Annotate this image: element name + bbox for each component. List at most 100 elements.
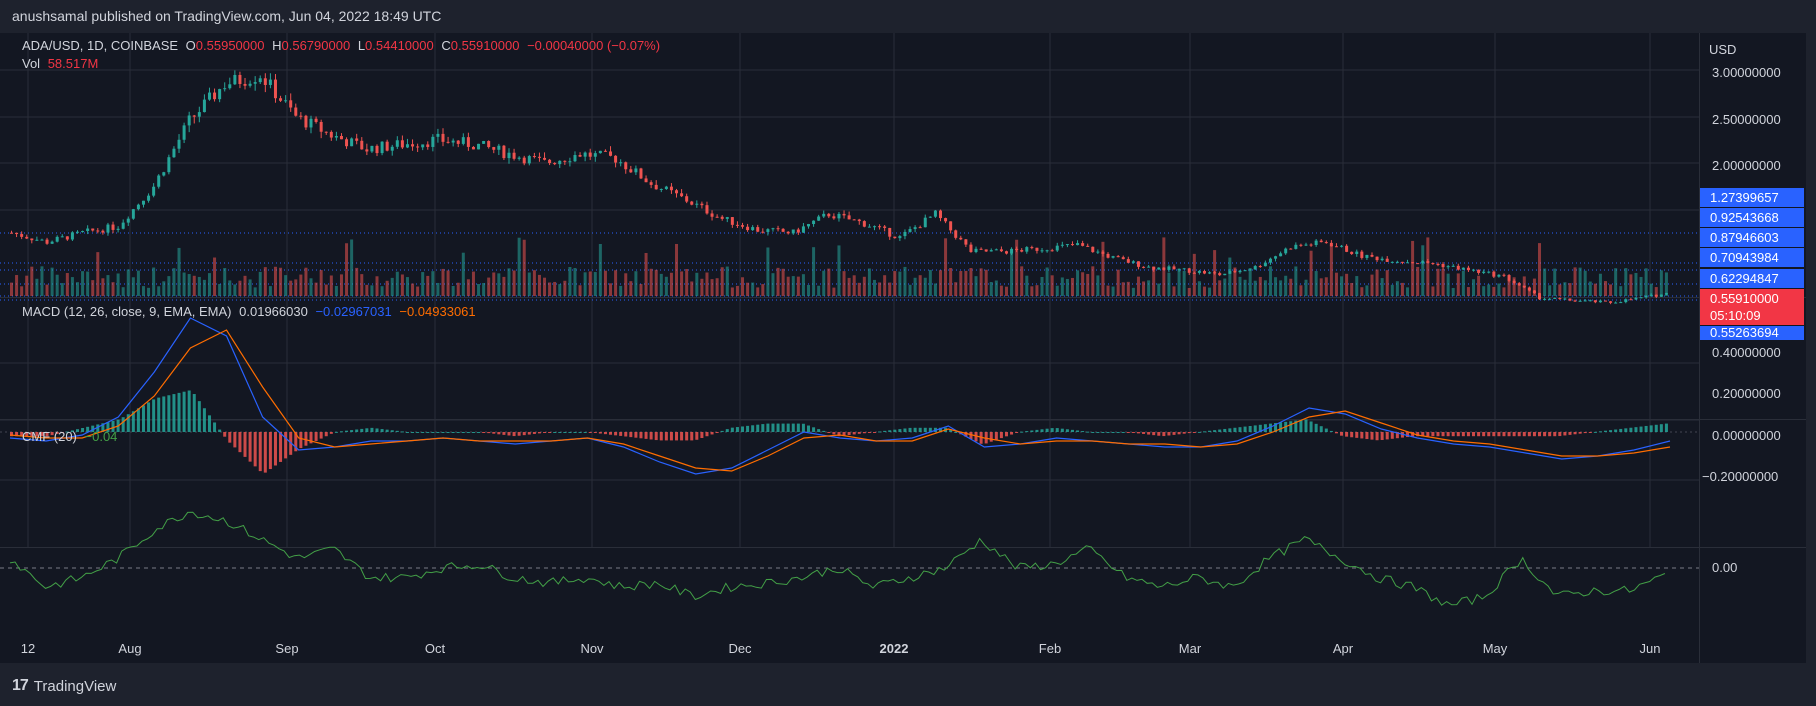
candle-body xyxy=(1639,297,1643,299)
volume-bar xyxy=(1375,269,1379,296)
volume-bar xyxy=(1218,280,1222,296)
candle-body xyxy=(598,150,602,154)
price-tick: 3.00000000 xyxy=(1712,65,1781,80)
candle-body xyxy=(91,228,95,231)
macd-histogram-bar xyxy=(45,432,49,437)
macd-histogram-bar xyxy=(1060,428,1064,432)
volume-bar xyxy=(842,271,846,296)
candle-body xyxy=(1390,261,1394,263)
candle-body xyxy=(1395,261,1399,263)
open-label: O xyxy=(185,38,196,53)
candle-body xyxy=(1329,242,1333,247)
candle-body xyxy=(812,220,816,225)
volume-bar xyxy=(60,283,64,296)
candle-body xyxy=(1416,263,1420,265)
candle-body xyxy=(243,83,247,86)
volume-bar xyxy=(167,276,171,296)
macd-histogram-bar xyxy=(1629,427,1633,432)
candle-body xyxy=(710,213,714,217)
macd-histogram-bar xyxy=(872,432,876,433)
macd-histogram-bar xyxy=(690,432,694,441)
volume-bar xyxy=(152,267,156,296)
candle-body xyxy=(548,159,552,164)
level-tag: 0.70943984 xyxy=(1700,248,1804,267)
candle-body xyxy=(730,217,734,225)
pane-divider-macd[interactable] xyxy=(0,297,1806,298)
volume-bar xyxy=(400,274,404,296)
candle-body xyxy=(1157,267,1161,270)
macd-histogram-bar xyxy=(553,432,557,433)
candle-body xyxy=(781,228,785,232)
volume-bar xyxy=(461,252,465,296)
macd-histogram-bar xyxy=(913,427,917,432)
macd-histogram-bar xyxy=(1375,432,1379,441)
macd-histogram-bar xyxy=(928,427,932,432)
volume-bar xyxy=(568,267,572,296)
candle-body xyxy=(624,162,628,170)
footer-brand[interactable]: 17 TradingView xyxy=(12,677,116,695)
candle-body xyxy=(1121,257,1125,260)
candle-body xyxy=(350,138,354,147)
macd-histogram-bar xyxy=(1172,432,1176,435)
candle-body xyxy=(86,228,90,232)
macd-histogram-bar xyxy=(121,417,125,432)
candle-body xyxy=(15,232,19,235)
macd-label[interactable]: MACD (12, 26, close, 9, EMA, EMA) xyxy=(22,304,232,319)
time-axis-label: Apr xyxy=(1332,641,1354,656)
candle-body xyxy=(202,99,206,113)
candle-body xyxy=(1619,302,1623,304)
volume-bar xyxy=(771,273,775,296)
volume-bar xyxy=(746,282,750,296)
volume-bar xyxy=(1025,275,1029,296)
candle-body xyxy=(1142,266,1146,268)
macd-histogram-bar xyxy=(1101,432,1105,433)
volume-bar xyxy=(345,243,349,296)
volume-bar xyxy=(1233,267,1237,296)
volume-bar xyxy=(1527,287,1531,296)
macd-histogram-bar xyxy=(101,423,105,432)
vol-label[interactable]: Vol xyxy=(22,56,41,71)
macd-histogram-bar xyxy=(1045,428,1049,432)
volume-bar xyxy=(619,285,623,296)
volume-bar xyxy=(477,283,481,296)
macd-histogram-bar xyxy=(1456,432,1460,437)
candle-body xyxy=(766,229,770,232)
volume-bar xyxy=(1101,241,1105,296)
symbol-label[interactable]: ADA/USD, 1D, COINBASE xyxy=(22,38,179,53)
candle-body xyxy=(1441,263,1445,268)
macd-histogram-bar xyxy=(1380,432,1384,440)
volume-bar xyxy=(598,243,602,296)
volume-bar xyxy=(893,271,897,296)
volume-bar xyxy=(1050,275,1054,296)
candle-body xyxy=(1492,271,1496,277)
volume-bar xyxy=(629,281,633,296)
macd-histogram-bar xyxy=(466,432,470,433)
volume-bar xyxy=(1573,267,1577,296)
cmf-label[interactable]: CMF (20) xyxy=(22,429,77,444)
volume-bar xyxy=(319,270,323,296)
candle-body xyxy=(70,232,74,240)
candle-body xyxy=(1309,244,1313,246)
macd-histogram-bar xyxy=(1268,423,1272,432)
volume-bar xyxy=(659,273,663,296)
macd-histogram-bar xyxy=(817,429,821,432)
volume-bar xyxy=(385,280,389,296)
volume-bar xyxy=(705,272,709,296)
cmf-value: −0.04 xyxy=(84,429,118,444)
macd-histogram-bar xyxy=(50,432,54,436)
volume-bar xyxy=(65,273,69,296)
macd-histogram-bar xyxy=(20,432,24,437)
volume-bar xyxy=(482,283,486,296)
volume-bar xyxy=(75,282,79,296)
chart-frame[interactable] xyxy=(0,33,1806,663)
macd-histogram-bar xyxy=(675,432,679,441)
volume-bar xyxy=(289,280,293,296)
volume-bar xyxy=(121,287,125,296)
candle-body xyxy=(700,203,704,206)
macd-histogram-bar xyxy=(329,432,333,434)
macd-histogram-bar xyxy=(507,432,511,436)
macd-histogram-bar xyxy=(75,429,79,432)
volume-bar xyxy=(1030,286,1034,296)
candle-body xyxy=(979,248,983,250)
